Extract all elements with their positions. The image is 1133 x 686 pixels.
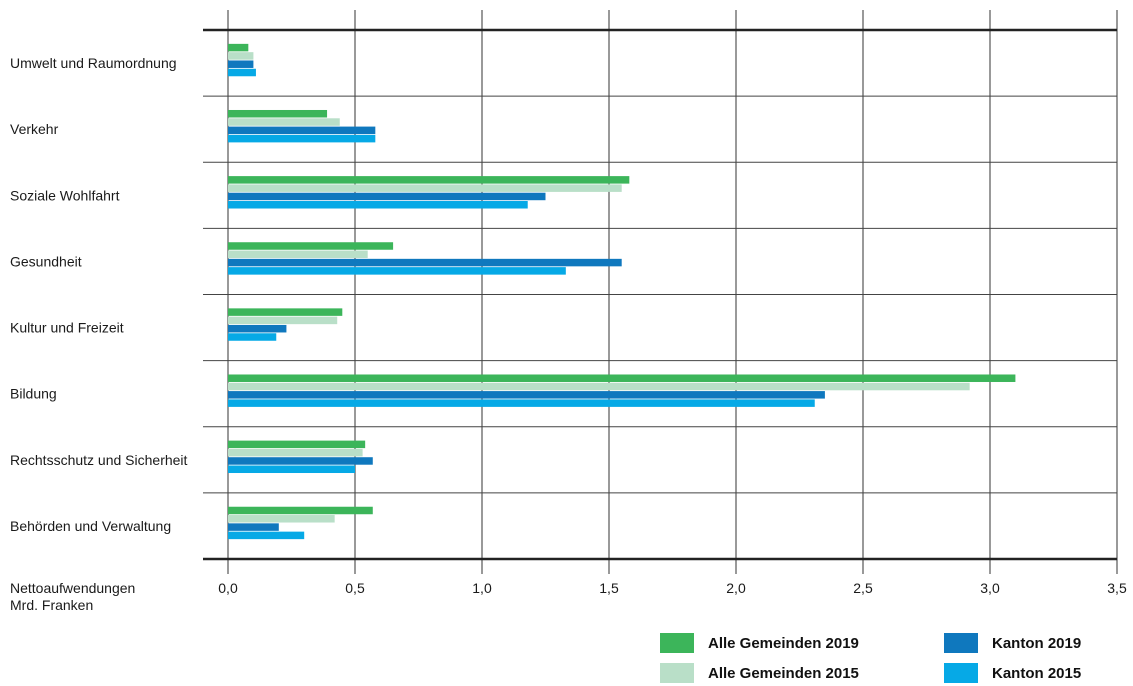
- legend-swatch-alle-gemeinden-2019: [660, 633, 694, 653]
- tick-label-2: 1,0: [472, 580, 492, 596]
- legend-item-alle-gemeinden-2019: Alle Gemeinden 2019: [660, 632, 859, 654]
- bar-1-kanton-2019: [228, 60, 254, 68]
- bar-7-alle-gemeinden-2019: [228, 440, 366, 449]
- bar-5-kanton-2019: [228, 324, 287, 333]
- category-labels: Umwelt und Raumordnung Verkehr Soziale Woh…: [10, 55, 188, 534]
- bar-8-alle-gemeinden-2019: [228, 506, 373, 515]
- x-axis-title-line-1: Nettoaufwendungen: [10, 580, 135, 596]
- legend-label-kanton-2015: Kanton 2015: [992, 664, 1082, 682]
- category-label-4: Gesundheit: [10, 253, 82, 269]
- bar-2-alle-gemeinden-2015: [228, 118, 340, 126]
- bar-7-alle-gemeinden-2015: [228, 448, 363, 457]
- tick-labels: 0,0 0,5 1,0 1,5 2,0 2,5 3,0 3,5: [218, 580, 1127, 596]
- bar-6-kanton-2015: [228, 399, 815, 407]
- tick-label-3: 1,5: [599, 580, 619, 596]
- bar-5-alle-gemeinden-2015: [228, 316, 338, 325]
- legend-swatch-alle-gemeinden-2015: [660, 663, 694, 683]
- bar-3-alle-gemeinden-2019: [228, 176, 630, 184]
- bar-5-kanton-2015: [228, 333, 277, 341]
- bar-2-kanton-2015: [228, 134, 376, 143]
- legend-swatch-kanton-2019: [944, 633, 978, 653]
- tick-label-7: 3,5: [1107, 580, 1127, 596]
- bar-3-kanton-2019: [228, 192, 546, 201]
- legend-swatch-kanton-2015: [944, 663, 978, 683]
- legend-item-alle-gemeinden-2015: Alle Gemeinden 2015: [660, 662, 859, 684]
- tick-label-4: 2,0: [726, 580, 746, 596]
- bar-7-kanton-2015: [228, 465, 355, 474]
- tick-label-0: 0,0: [218, 580, 238, 596]
- category-separators: [203, 28, 1117, 561]
- category-label-5: Kultur und Freizeit: [10, 320, 124, 336]
- bar-3-alle-gemeinden-2015: [228, 184, 622, 192]
- tick-label-1: 0,5: [345, 580, 365, 596]
- bar-6-kanton-2019: [228, 391, 825, 399]
- legend-label-kanton-2019: Kanton 2019: [992, 634, 1082, 652]
- bars: [228, 43, 1016, 540]
- bar-2-alle-gemeinden-2019: [228, 109, 328, 118]
- bar-8-kanton-2015: [228, 531, 305, 540]
- bar-1-alle-gemeinden-2015: [228, 52, 254, 60]
- bar-chart: Umwelt und Raumordnung Verkehr Soziale Woh…: [10, 10, 1127, 613]
- tick-label-6: 3,0: [980, 580, 1000, 596]
- legend-label-alle-gemeinden-2015: Alle Gemeinden 2015: [708, 664, 859, 682]
- legend-item-kanton-2015: Kanton 2015: [944, 662, 1081, 684]
- bar-4-kanton-2019: [228, 258, 622, 267]
- tick-label-5: 2,5: [853, 580, 873, 596]
- bar-1-kanton-2015: [228, 68, 256, 77]
- bar-8-alle-gemeinden-2015: [228, 515, 335, 523]
- bar-5-alle-gemeinden-2019: [228, 308, 343, 316]
- category-label-7: Rechtsschutz und Sicherheit: [10, 452, 188, 468]
- category-label-6: Bildung: [10, 386, 57, 402]
- bar-1-alle-gemeinden-2019: [228, 43, 249, 52]
- legend-label-alle-gemeinden-2019: Alle Gemeinden 2019: [708, 634, 859, 652]
- bar-6-alle-gemeinden-2015: [228, 382, 970, 391]
- bar-8-kanton-2019: [228, 523, 279, 531]
- legend-item-kanton-2019: Kanton 2019: [944, 632, 1081, 654]
- gridlines: [227, 10, 1118, 574]
- bar-4-kanton-2015: [228, 267, 566, 275]
- category-label-1: Umwelt und Raumordnung: [10, 55, 177, 71]
- category-label-2: Verkehr: [10, 121, 59, 137]
- bar-2-kanton-2019: [228, 126, 376, 135]
- category-label-8: Behörden und Verwaltung: [10, 518, 171, 534]
- x-axis-title-line-2: Mrd. Franken: [10, 597, 93, 613]
- bar-6-alle-gemeinden-2019: [228, 374, 1016, 382]
- bar-7-kanton-2019: [228, 457, 373, 465]
- bar-4-alle-gemeinden-2015: [228, 250, 368, 259]
- bar-4-alle-gemeinden-2019: [228, 242, 394, 250]
- category-label-3: Soziale Wohlfahrt: [10, 187, 120, 203]
- bar-3-kanton-2015: [228, 201, 528, 209]
- legend: Alle Gemeinden 2019 Alle Gemeinden 2015 …: [660, 632, 1130, 686]
